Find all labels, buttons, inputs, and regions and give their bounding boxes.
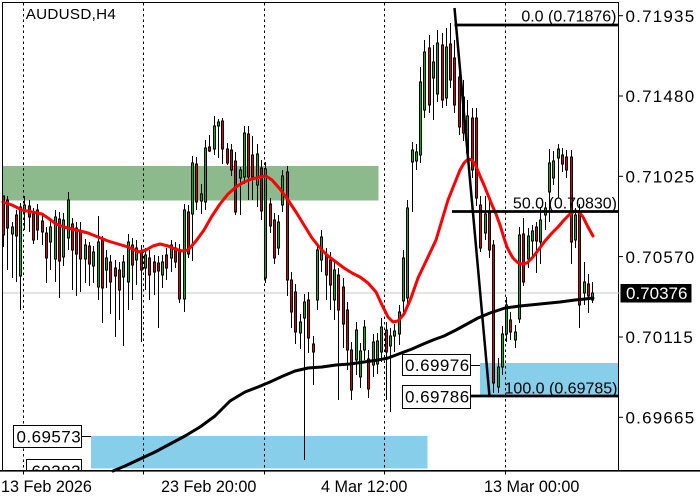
svg-text:0.0 (0.71876): 0.0 (0.71876) [521,9,616,26]
svg-text:13 Feb 2026: 13 Feb 2026 [1,478,92,496]
svg-text:0.69573: 0.69573 [17,428,82,447]
svg-text:4 Mar 12:00: 4 Mar 12:00 [321,478,407,496]
svg-text:50.0 (0.70830): 50.0 (0.70830) [513,196,617,213]
svg-text:0.71935: 0.71935 [626,7,696,26]
svg-text:0.71480: 0.71480 [626,87,696,106]
svg-text:0.71025: 0.71025 [626,168,696,187]
svg-text:0.69665: 0.69665 [626,409,696,428]
svg-text:AUDUSD,H4: AUDUSD,H4 [26,6,116,23]
svg-text:0.69976: 0.69976 [405,356,470,375]
svg-text:0.70570: 0.70570 [626,248,696,267]
svg-text:0.69786: 0.69786 [405,388,470,407]
svg-text:23 Feb 20:00: 23 Feb 20:00 [161,478,256,496]
svg-text:69383: 69383 [32,462,82,481]
svg-text:100.0 (0.69785): 100.0 (0.69785) [505,381,618,398]
svg-text:0.70376: 0.70376 [626,284,687,303]
svg-text:13 Mar 00:00: 13 Mar 00:00 [484,478,579,496]
svg-text:0.70115: 0.70115 [626,328,695,347]
